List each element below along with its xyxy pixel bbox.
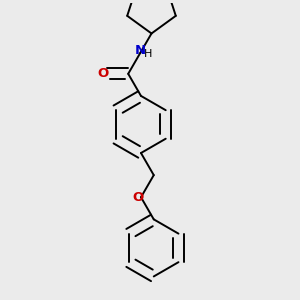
Text: H: H [144,50,152,59]
Text: N: N [135,44,146,57]
Text: O: O [98,67,109,80]
Text: O: O [132,191,144,204]
